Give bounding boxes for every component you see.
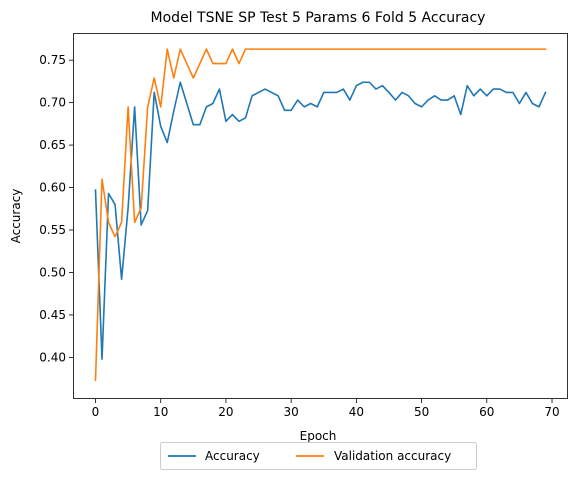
x-tick-label: 70 bbox=[544, 405, 559, 419]
chart-title: Model TSNE SP Test 5 Params 6 Fold 5 Acc… bbox=[151, 10, 486, 26]
y-tick-label: 0.75 bbox=[39, 53, 66, 67]
x-tick-label: 50 bbox=[414, 405, 429, 419]
axes-layer: 0 10 20 30 40 50 60 70 0.40 0.45 0.50 0.55 0.60 0.65 0… bbox=[39, 33, 568, 419]
y-tick-label: 0.40 bbox=[39, 350, 66, 364]
x-tick-label: 40 bbox=[349, 405, 364, 419]
x-tick-label: 10 bbox=[153, 405, 168, 419]
y-tick-label: 0.60 bbox=[39, 181, 66, 195]
x-tick-label: 20 bbox=[218, 405, 233, 419]
x-tick-label: 30 bbox=[284, 405, 299, 419]
series-line-validation-accuracy bbox=[94, 48, 547, 382]
y-tick-label: 0.55 bbox=[39, 223, 66, 237]
x-tick-label: 0 bbox=[92, 405, 100, 419]
x-tick-label: 60 bbox=[479, 405, 494, 419]
plot-area bbox=[73, 33, 568, 399]
series-line-accuracy bbox=[94, 81, 547, 360]
y-tick-label: 0.45 bbox=[39, 308, 66, 322]
y-tick-label: 0.70 bbox=[39, 96, 66, 110]
legend: Accuracy Validation accuracy bbox=[160, 442, 477, 470]
legend-label-accuracy: Accuracy bbox=[205, 449, 260, 463]
axes-frame bbox=[73, 33, 568, 399]
series-layer bbox=[94, 48, 547, 382]
y-axis-label: Accuracy bbox=[9, 189, 23, 244]
legend-label-validation-accuracy: Validation accuracy bbox=[334, 449, 451, 463]
x-axis-label: Epoch bbox=[300, 429, 337, 443]
y-tick-label: 0.50 bbox=[39, 265, 66, 279]
y-tick-label: 0.65 bbox=[39, 138, 66, 152]
